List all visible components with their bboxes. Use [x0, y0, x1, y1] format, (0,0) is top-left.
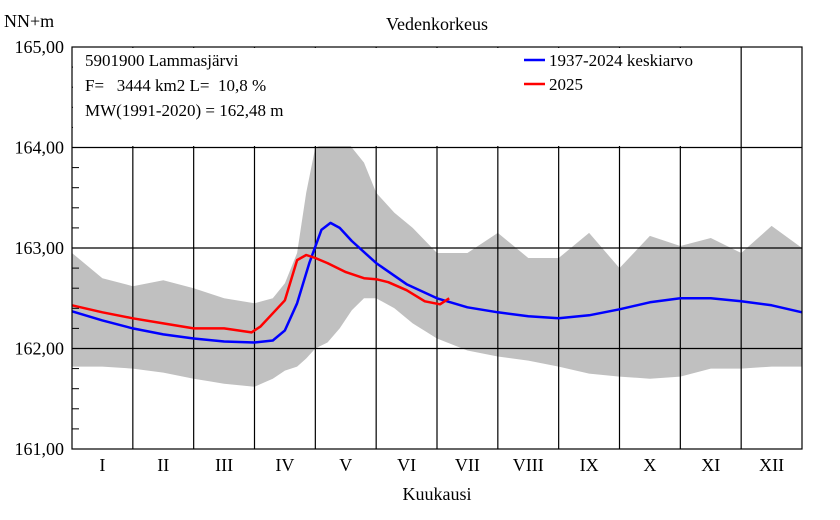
x-tick-labels: I II III IV V VI VII VIII IX X XI XII: [99, 455, 784, 475]
chart-title: Vedenkorkeus: [386, 14, 488, 34]
x-tick-label: I: [99, 455, 105, 475]
y-tick-label: 165,00: [15, 37, 65, 57]
legend-label-2025: 2025: [549, 75, 583, 94]
x-tick-label: XII: [759, 455, 784, 475]
info-station: 5901900 Lammasjärvi: [85, 51, 239, 70]
x-tick-label: IX: [580, 455, 599, 475]
y-tick-label: 162,00: [15, 339, 65, 359]
x-tick-label: IV: [275, 455, 294, 475]
series-line-1: [71, 253, 450, 334]
x-tick-label: V: [339, 455, 352, 475]
legend-box-bg: [507, 48, 739, 146]
legend-label-mean: 1937-2024 keskiarvo: [549, 51, 693, 70]
info-area: F= 3444 km2 L= 10,8 %: [85, 76, 266, 95]
x-tick-label: VIII: [513, 455, 544, 475]
series-line-0: [71, 221, 803, 344]
info-box-bg: [73, 48, 507, 146]
x-tick-label: X: [643, 455, 656, 475]
x-tick-label: II: [157, 455, 169, 475]
plot-border: [71, 46, 803, 450]
x-tick-label: XI: [701, 455, 720, 475]
x-tick-label: VI: [397, 455, 416, 475]
x-tick-label: VII: [455, 455, 480, 475]
info-mean-water: MW(1991-2020) = 162,48 m: [85, 101, 283, 120]
x-tick-label: III: [215, 455, 233, 475]
x-axis-label: Kuukausi: [403, 484, 472, 504]
y-tick-labels: 161,00 162,00 163,00 164,00 165,00: [15, 37, 65, 459]
y-tick-label: 161,00: [15, 439, 65, 459]
y-tick-label: 164,00: [15, 138, 65, 158]
series-layer: [71, 221, 803, 344]
y-tick-label: 163,00: [15, 238, 65, 258]
y-axis-label: NN+m: [4, 11, 54, 31]
